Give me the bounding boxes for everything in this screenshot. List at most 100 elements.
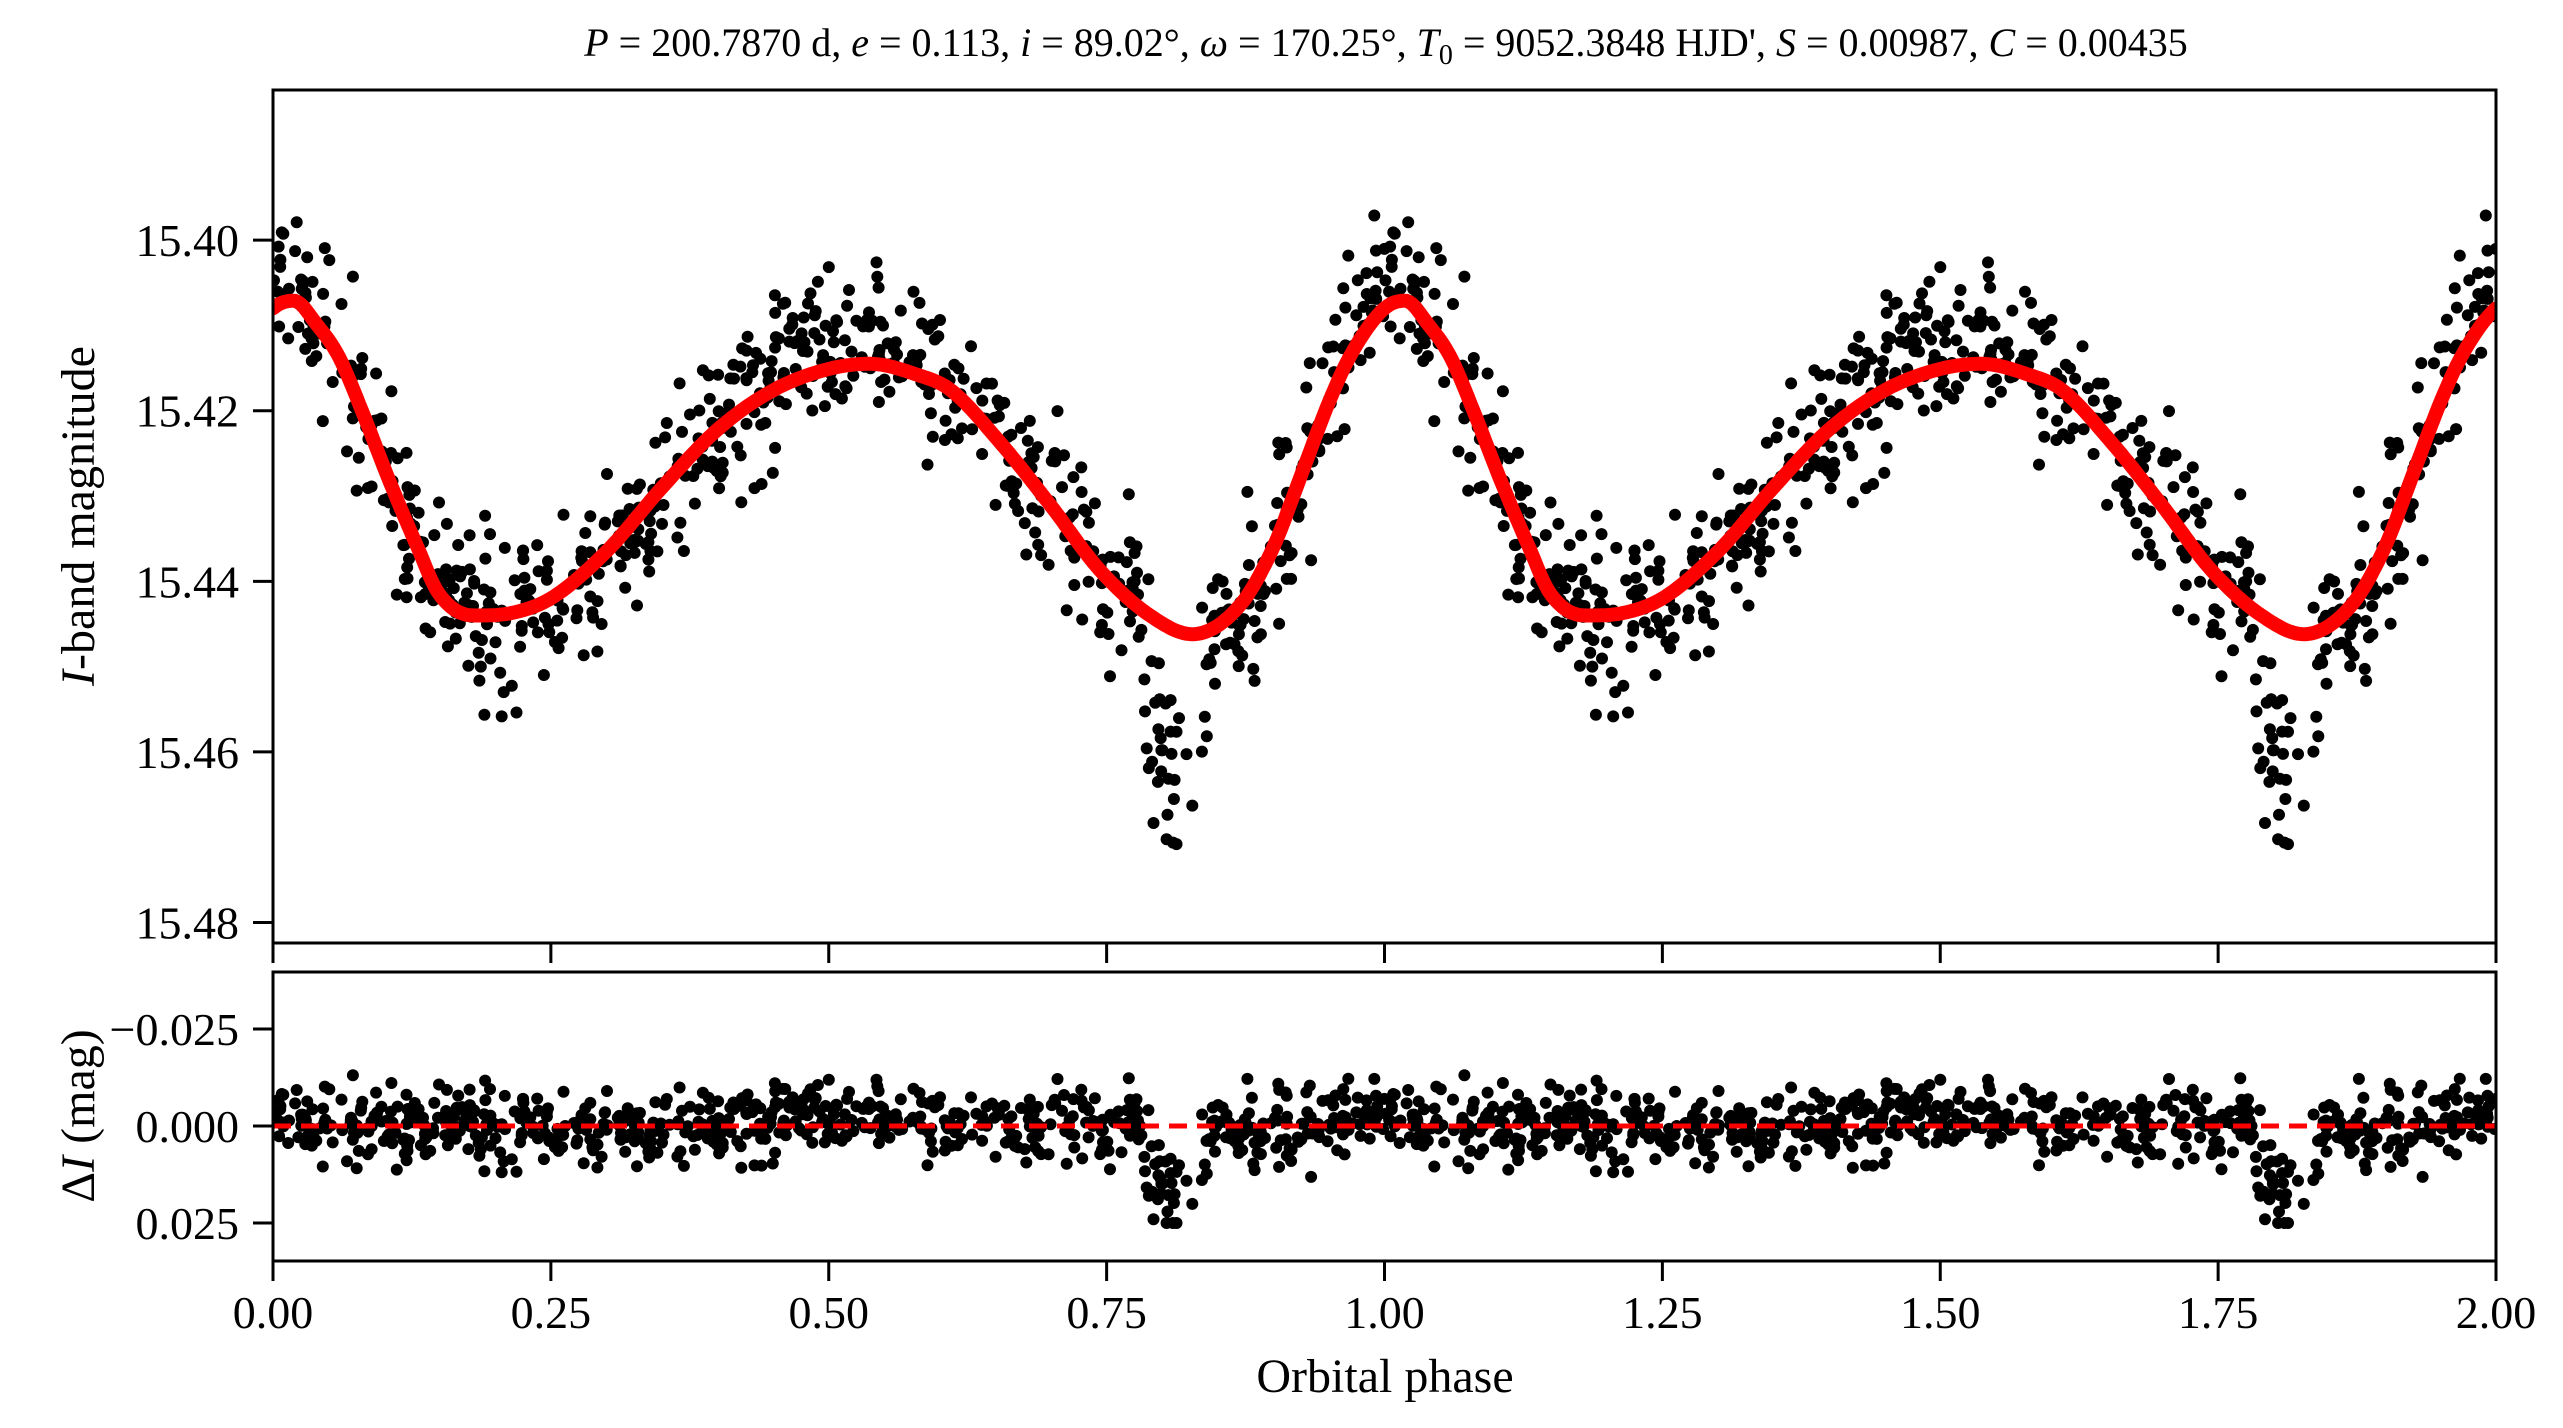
residual-y-label-part: (mag) [52,1029,105,1156]
observation-point [2450,423,2463,436]
residual-point [1513,1103,1525,1116]
observation-point [734,449,747,462]
residual-point [1502,1163,1515,1176]
observation-point [870,256,883,269]
residual-point [2307,1174,2320,1186]
residual-point [1531,1148,1544,1161]
observation-point [1913,297,1926,310]
observation-point [649,436,662,449]
observation-point [769,331,782,344]
observation-point [1198,710,1211,723]
residual-point [1015,1102,1027,1114]
residual-point [1755,1142,1768,1155]
observation-point [1880,306,1893,319]
observation-point [1551,563,1564,576]
observation-point [474,660,487,673]
residual-point [319,1113,332,1126]
observation-point [1815,392,1828,405]
residual-point [1010,1129,1023,1142]
residual-point [273,1113,284,1126]
observation-point [1984,396,1997,408]
residual-point [2310,1158,2323,1171]
residual-point [2481,1107,2494,1120]
residual-point [1430,1113,1443,1126]
residual-point [1383,1113,1396,1126]
observation-point [479,552,492,565]
observation-point [1387,226,1400,239]
residual-point [1331,1144,1344,1157]
residual-point [2194,1104,2207,1117]
residual-point [301,1095,314,1108]
residual-point [2006,1093,2019,1106]
residual-point [1464,1144,1477,1157]
observation-point [1625,640,1638,653]
residual-point [660,1093,673,1105]
observation-point [894,304,907,317]
observation-point [1357,300,1370,313]
residual-point [703,1102,716,1115]
observation-point [773,395,786,408]
observation-point [1384,240,1397,253]
observation-point [1327,340,1340,353]
observation-point [989,498,1002,511]
observation-point [2320,643,2332,656]
observation-point [1846,449,1859,462]
residual-point [2276,1152,2289,1165]
observation-point [1795,408,1808,421]
light-curve-y-ticks: 15.40 15.42 15.44 15.46 15.48 [136,215,273,949]
observation-point [922,323,935,335]
residual-point [1622,1165,1634,1178]
residual-point [1857,1106,1870,1119]
observation-point [1697,606,1710,619]
observation-point [2312,730,2325,743]
residual-point [517,1096,530,1109]
observation-point [356,352,369,364]
residual-point [1787,1104,1800,1117]
residual-point [1271,1114,1284,1127]
residual-point [1510,1132,1523,1145]
observation-point [273,320,286,333]
residual-point [1627,1127,1640,1140]
residual-point [1173,1159,1185,1172]
observation-point [385,447,397,459]
observation-point [2215,670,2228,683]
residual-point [723,1113,735,1125]
observation-point [611,515,624,528]
residual-point [2307,1108,2320,1121]
observation-point [845,345,858,358]
residual-point [2253,1104,2266,1117]
residual-point [631,1160,643,1173]
residual-point [2472,1094,2484,1107]
observation-point [282,332,295,345]
observation-point [1884,395,1897,408]
observation-point [724,372,737,385]
observation-point [913,296,926,309]
observation-point [1080,505,1093,518]
residual-point [1051,1073,1064,1085]
observation-point [538,611,551,624]
observation-point [1852,417,1864,430]
observation-point [1947,392,1960,405]
residual-point [1259,1132,1271,1144]
observation-point [1012,505,1025,517]
residual-point [2077,1128,2090,1141]
observation-point [1023,414,1036,427]
observation-point [821,380,834,393]
residual-point [928,1101,941,1114]
residual-point [1575,1120,1588,1132]
observation-point [484,652,497,665]
observation-point [1609,686,1622,699]
residual-point [1742,1160,1755,1173]
observation-point [872,281,885,294]
residual-point [1058,1089,1070,1101]
observation-point [2179,551,2192,564]
observation-point [827,336,840,349]
title-part: P [583,20,608,65]
observation-point [1988,319,2001,332]
residual-point [2235,1093,2248,1106]
observation-point [1772,417,1785,429]
residual-point [1733,1102,1746,1115]
y-tick-label: 15.48 [136,898,240,949]
residual-point [1969,1102,1982,1115]
